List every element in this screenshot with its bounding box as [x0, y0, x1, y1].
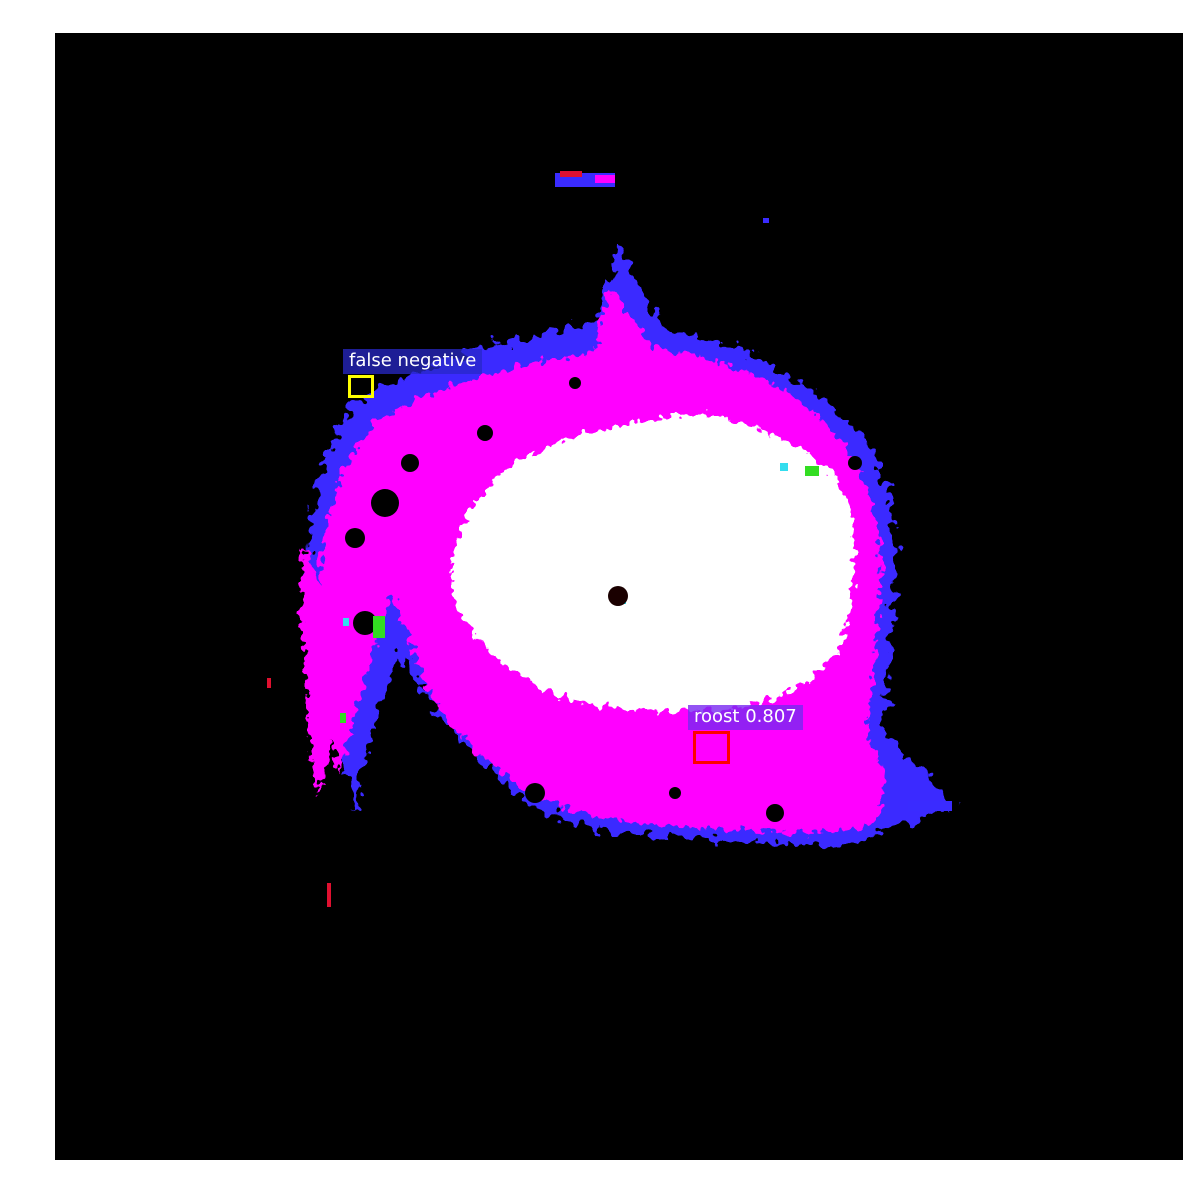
false-negative-label: false negative — [343, 349, 483, 374]
radar-center-dot — [608, 586, 628, 606]
radar-image: false negative roost 0.807 — [55, 33, 1183, 1160]
false-negative-box — [348, 375, 374, 398]
clutter-noise — [267, 171, 952, 907]
roost-detection-label: roost 0.807 — [688, 705, 803, 730]
radar-scan-graphic — [267, 171, 955, 907]
high-reflectivity-region — [451, 413, 855, 711]
roost-detection-box — [693, 731, 730, 764]
echo-gaps — [345, 377, 862, 822]
